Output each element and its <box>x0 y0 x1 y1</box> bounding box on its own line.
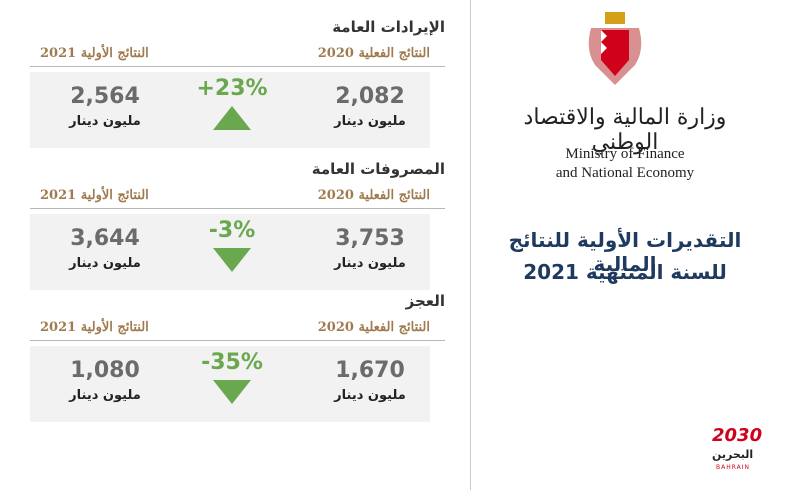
ministry-english: and National Economy <box>555 165 695 181</box>
actual-value: 1,670 <box>335 358 405 383</box>
vision-year: 2030 <box>712 425 763 446</box>
actual-unit: مليون دينار <box>334 114 406 129</box>
change-arrow <box>213 380 251 404</box>
prelim-unit: مليون دينار <box>69 114 141 129</box>
change: -3% <box>208 218 256 243</box>
prelim-unit: مليون دينار <box>69 256 141 271</box>
section-heading: المصروفات العامة <box>311 160 445 178</box>
actual-value: 3,753 <box>335 226 405 251</box>
ministry-english: Ministry of Finance <box>565 146 685 162</box>
separator <box>30 340 445 341</box>
prelim-value: 3,644 <box>70 226 140 251</box>
prelim-value: 2,564 <box>70 84 140 109</box>
change: -35% <box>201 350 263 375</box>
actual-value: 2,082 <box>335 84 405 109</box>
column-label: النتائج الفعلية 2020 <box>317 188 430 203</box>
divider <box>470 0 471 490</box>
column-label: النتائج الأولية 2021 <box>40 188 149 203</box>
column-label: النتائج الأولية 2021 <box>40 320 149 335</box>
column-label: النتائج الفعلية 2020 <box>317 46 430 61</box>
actual-unit: مليون دينار <box>334 388 406 403</box>
section-heading: الإيرادات العامة <box>332 18 445 36</box>
vision-english: BAHRAIN <box>716 464 751 471</box>
ministry-arabic: وزارة المالية والاقتصاد الوطني <box>523 105 727 155</box>
actual-unit: مليون دينار <box>334 256 406 271</box>
title: للسنة المنتهية 2021 <box>523 260 727 284</box>
title: التقديرات الأولية للنتائج المالية <box>508 228 742 276</box>
vision-arabic: البحرين <box>712 448 754 461</box>
prelim-value: 1,080 <box>70 358 140 383</box>
change: +23% <box>196 76 268 101</box>
separator <box>30 66 445 67</box>
prelim-unit: مليون دينار <box>69 388 141 403</box>
section-heading: العجز <box>405 292 445 310</box>
change-arrow <box>213 106 251 130</box>
crest <box>588 12 642 85</box>
column-label: النتائج الأولية 2021 <box>40 46 149 61</box>
change-arrow <box>213 248 251 272</box>
column-label: النتائج الفعلية 2020 <box>317 320 430 335</box>
separator <box>30 208 445 209</box>
